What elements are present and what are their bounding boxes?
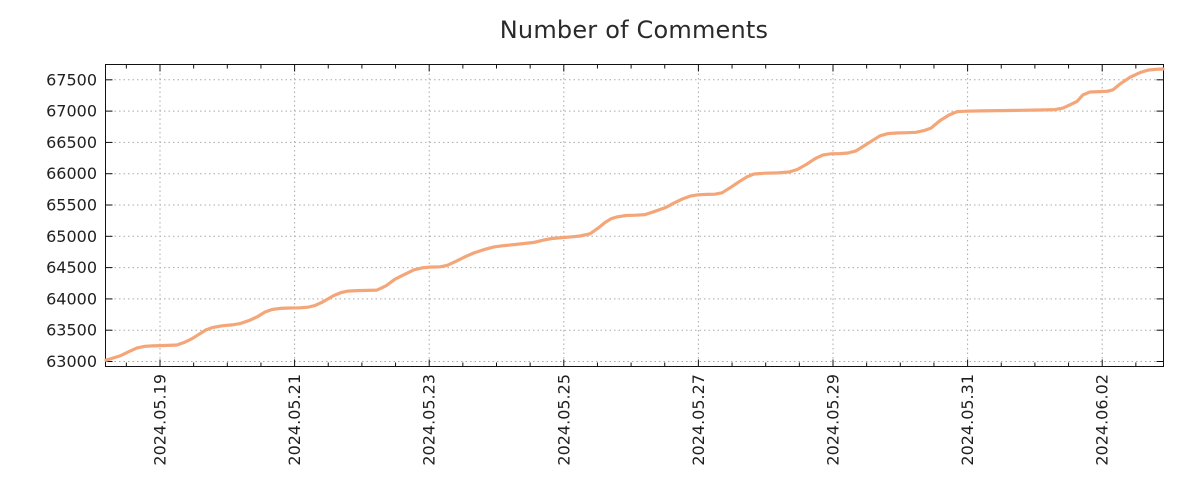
x-tick-label: 2024.05.27 xyxy=(689,374,708,466)
y-tick-label: 64000 xyxy=(46,289,97,308)
y-tick-label: 65500 xyxy=(46,196,97,215)
x-tick-label: 2024.06.02 xyxy=(1093,374,1112,466)
x-tick-label: 2024.05.29 xyxy=(824,374,843,466)
x-tick-label: 2024.05.19 xyxy=(151,374,170,466)
y-tick-label: 66000 xyxy=(46,164,97,183)
x-tick-label: 2024.05.25 xyxy=(554,374,573,466)
y-tick-label: 66500 xyxy=(46,133,97,152)
plot-frame xyxy=(105,64,1164,367)
comments-series-line xyxy=(104,67,1165,362)
y-tick-label: 67000 xyxy=(46,102,97,121)
y-tick-label: 65000 xyxy=(46,227,97,246)
y-tick-label: 63000 xyxy=(46,352,97,371)
x-tick-label: 2024.05.23 xyxy=(420,374,439,466)
x-tick-label: 2024.05.21 xyxy=(285,374,304,466)
x-tick-label: 2024.05.31 xyxy=(958,374,977,466)
y-tick-label: 64500 xyxy=(46,258,97,277)
chart-title: Number of Comments xyxy=(499,16,769,44)
y-tick-label: 63500 xyxy=(46,321,97,340)
y-tick-label: 67500 xyxy=(46,70,97,89)
